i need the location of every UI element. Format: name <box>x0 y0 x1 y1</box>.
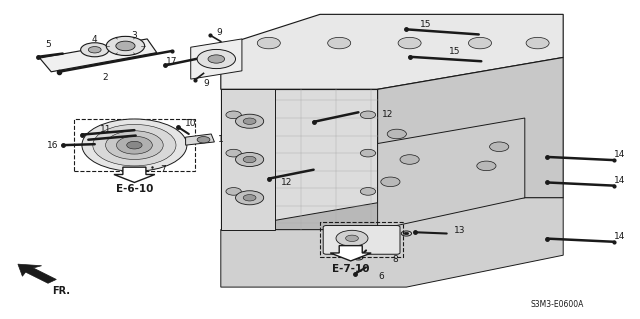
Circle shape <box>226 111 241 119</box>
Text: E-7-10: E-7-10 <box>332 263 369 274</box>
Circle shape <box>381 177 400 187</box>
Circle shape <box>360 111 376 119</box>
Circle shape <box>398 37 421 49</box>
Text: FR.: FR. <box>52 286 70 296</box>
Text: 15: 15 <box>420 20 431 29</box>
Circle shape <box>106 36 145 56</box>
Polygon shape <box>378 57 563 230</box>
Polygon shape <box>221 198 563 230</box>
Text: 9: 9 <box>216 28 221 37</box>
Text: 9: 9 <box>204 79 209 88</box>
Text: 17: 17 <box>166 57 177 66</box>
Circle shape <box>226 149 241 157</box>
Circle shape <box>356 257 360 259</box>
Circle shape <box>526 37 549 49</box>
Text: 2: 2 <box>103 73 108 82</box>
Circle shape <box>106 131 163 160</box>
Text: 6: 6 <box>378 272 383 281</box>
Circle shape <box>477 161 496 171</box>
Polygon shape <box>191 39 242 79</box>
Text: 1: 1 <box>218 135 223 144</box>
Bar <box>74 119 195 171</box>
Circle shape <box>93 124 176 166</box>
Circle shape <box>116 41 135 51</box>
Circle shape <box>336 230 368 246</box>
Circle shape <box>197 49 236 69</box>
Circle shape <box>387 129 406 139</box>
Circle shape <box>127 141 142 149</box>
Circle shape <box>243 195 256 201</box>
Text: 3: 3 <box>132 31 137 40</box>
Text: 12: 12 <box>281 178 292 187</box>
Circle shape <box>82 119 187 171</box>
Bar <box>320 222 403 257</box>
Text: 7: 7 <box>161 165 166 174</box>
Text: 14: 14 <box>614 150 625 159</box>
Circle shape <box>257 37 280 49</box>
Circle shape <box>328 37 351 49</box>
Text: 16: 16 <box>47 141 58 150</box>
Circle shape <box>116 136 152 154</box>
Polygon shape <box>221 89 275 230</box>
Polygon shape <box>330 246 371 261</box>
Circle shape <box>88 47 101 53</box>
Circle shape <box>236 191 264 205</box>
Circle shape <box>490 142 509 152</box>
Text: 14: 14 <box>614 176 625 185</box>
Polygon shape <box>18 264 56 283</box>
Circle shape <box>81 43 109 57</box>
Text: 11: 11 <box>100 125 111 134</box>
Text: 14: 14 <box>614 232 625 241</box>
Circle shape <box>346 235 358 241</box>
Circle shape <box>197 137 210 143</box>
Polygon shape <box>221 14 563 89</box>
Text: E-6-10: E-6-10 <box>116 184 153 194</box>
Text: 10: 10 <box>185 119 196 128</box>
Circle shape <box>243 118 256 124</box>
Circle shape <box>208 55 225 63</box>
Text: 12: 12 <box>381 110 393 119</box>
Text: 4: 4 <box>92 35 97 44</box>
Circle shape <box>400 155 419 164</box>
Polygon shape <box>378 118 525 230</box>
Circle shape <box>243 156 256 163</box>
FancyBboxPatch shape <box>323 226 400 254</box>
Circle shape <box>236 114 264 128</box>
Polygon shape <box>40 39 157 72</box>
Text: 13: 13 <box>454 226 465 235</box>
Polygon shape <box>114 167 155 182</box>
Circle shape <box>468 37 492 49</box>
Polygon shape <box>186 134 214 145</box>
Circle shape <box>226 188 241 195</box>
Circle shape <box>236 152 264 167</box>
Circle shape <box>360 149 376 157</box>
Text: 5: 5 <box>45 40 51 48</box>
Text: 8: 8 <box>393 256 398 264</box>
Text: S3M3-E0600A: S3M3-E0600A <box>530 300 584 309</box>
Circle shape <box>360 188 376 195</box>
Text: 15: 15 <box>449 47 460 56</box>
Polygon shape <box>221 198 563 287</box>
Circle shape <box>404 232 409 235</box>
Polygon shape <box>221 89 378 230</box>
